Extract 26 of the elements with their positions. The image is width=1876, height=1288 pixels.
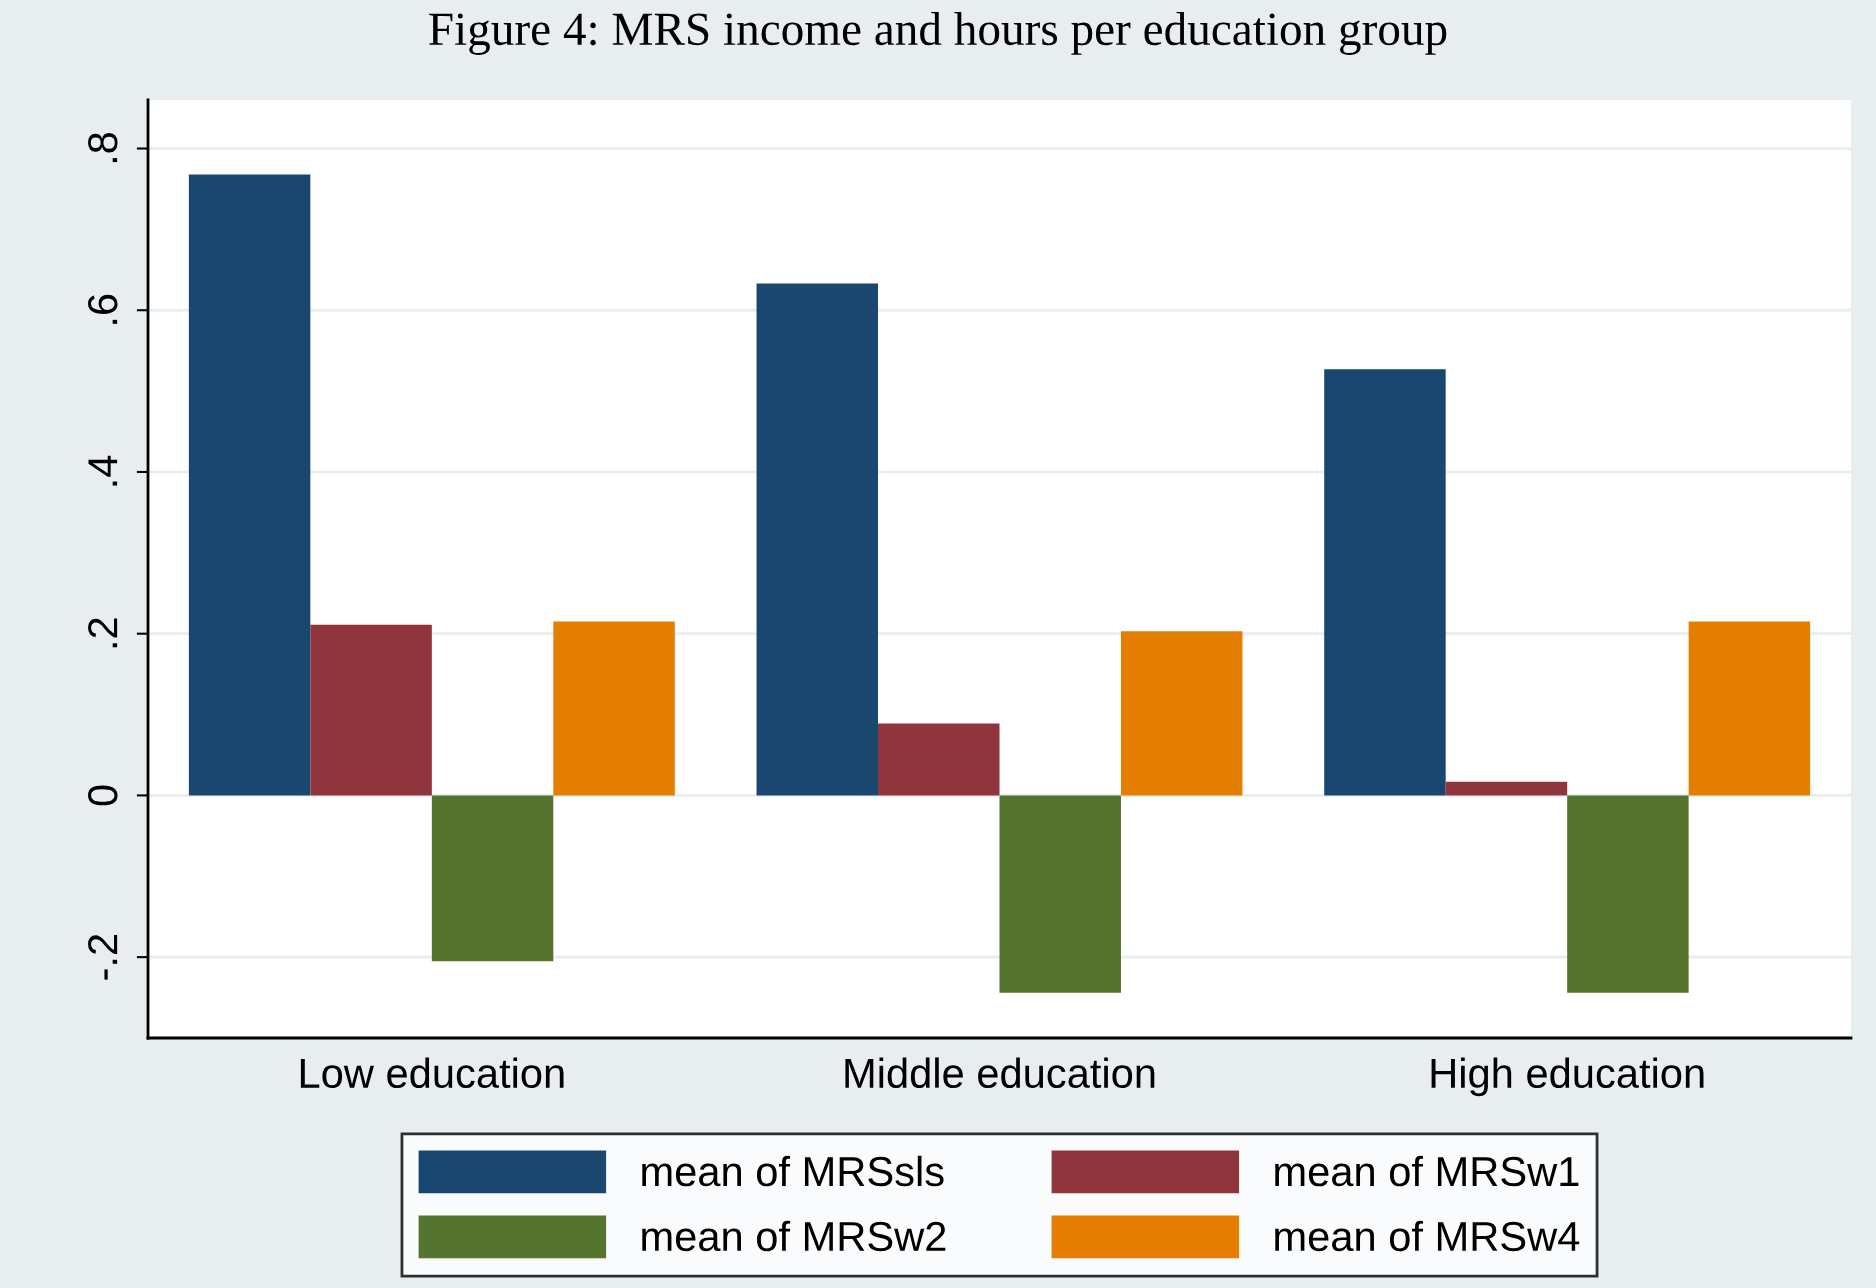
legend-label: mean of MRSw2 xyxy=(642,1220,946,1252)
bar xyxy=(553,621,675,796)
y-tick-label: 0 xyxy=(88,785,118,806)
bar xyxy=(1120,631,1243,796)
x-tick-label: Middle education xyxy=(845,1057,1155,1089)
y-tick-label: .8 xyxy=(88,132,118,163)
bar xyxy=(1324,369,1446,796)
bar xyxy=(756,283,879,796)
bar xyxy=(999,795,1121,993)
bar xyxy=(878,723,1000,796)
bar xyxy=(431,795,554,962)
y-tick-label: .2 xyxy=(88,618,118,648)
legend-label: mean of MRSw4 xyxy=(1275,1220,1580,1252)
y-tick-label: .4 xyxy=(88,455,118,486)
bar xyxy=(188,174,311,796)
x-tick-label: High education xyxy=(1431,1057,1704,1097)
chart-title: Figure 4: MRS income and hours per education group xyxy=(429,12,1447,55)
bar xyxy=(1567,795,1689,993)
y-tick-label: .6 xyxy=(88,294,118,324)
bar xyxy=(310,624,432,796)
legend-label: mean of MRSw1 xyxy=(1275,1155,1579,1187)
legend-label: mean of MRSsls xyxy=(642,1155,944,1187)
bar xyxy=(1445,781,1568,796)
x-tick-label: Low education xyxy=(300,1057,564,1089)
bar xyxy=(1688,621,1811,796)
y-tick-label: -.2 xyxy=(88,934,118,980)
